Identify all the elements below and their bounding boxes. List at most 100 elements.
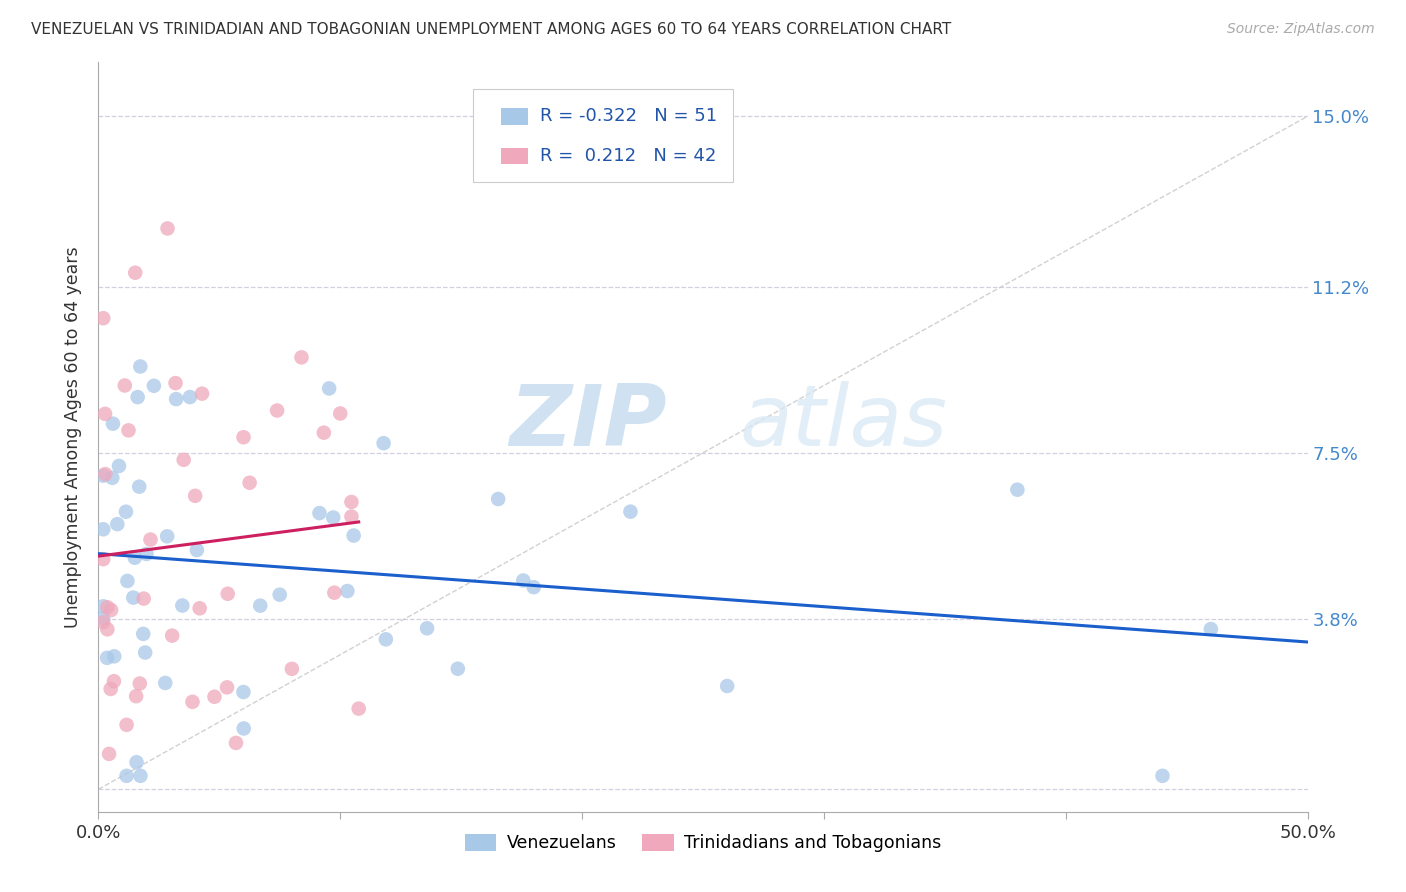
Point [156,221,179,235]
Legend: Venezuelans, Trinidadians and Tobagonians: Venezuelans, Trinidadians and Tobagonian… [458,827,948,859]
Point [523,580,546,594]
Point [181,695,204,709]
Point [96,651,118,665]
Point [281,662,304,676]
FancyBboxPatch shape [501,148,527,164]
Point [232,722,254,736]
Point [716,679,738,693]
Point [98,747,121,761]
FancyBboxPatch shape [501,108,527,125]
Point [172,599,194,613]
Point [1007,483,1029,497]
Point [343,528,366,542]
Point [249,599,271,613]
Text: R = -0.322   N = 51: R = -0.322 N = 51 [540,107,717,126]
Point [91,599,114,614]
Point [96,600,118,615]
Point [108,458,131,473]
Point [117,423,139,437]
Point [217,587,239,601]
Point [186,543,208,558]
Point [128,480,150,494]
Point [94,407,117,421]
Y-axis label: Unemployment Among Ages 60 to 64 years: Unemployment Among Ages 60 to 64 years [65,246,83,628]
Text: ZIP: ZIP [509,381,666,464]
Point [225,736,247,750]
Point [619,505,641,519]
Point [124,550,146,565]
Point [322,510,344,524]
Point [117,574,139,588]
Point [340,495,363,509]
Point [155,676,177,690]
Point [91,615,114,630]
Point [91,468,114,483]
Text: R =  0.212   N = 42: R = 0.212 N = 42 [540,147,716,165]
Point [101,417,124,431]
Point [100,603,122,617]
Point [204,690,226,704]
Point [125,689,148,703]
Point [101,471,124,485]
Text: VENEZUELAN VS TRINIDADIAN AND TOBAGONIAN UNEMPLOYMENT AMONG AGES 60 TO 64 YEARS : VENEZUELAN VS TRINIDADIAN AND TOBAGONIAN… [31,22,952,37]
Point [215,681,238,695]
Point [91,552,114,566]
Point [91,612,114,626]
Point [114,378,136,392]
Point [94,467,117,482]
Text: atlas: atlas [740,381,948,464]
Point [115,718,138,732]
Point [191,386,214,401]
Point [156,529,179,543]
Point [173,452,195,467]
Point [127,390,149,404]
Point [447,662,470,676]
Point [129,359,152,374]
Point [165,392,187,406]
FancyBboxPatch shape [474,88,734,182]
Point [374,632,396,647]
Point [128,676,150,690]
Point [329,407,352,421]
Point [318,381,340,395]
Point [115,505,138,519]
Point [135,547,157,561]
Point [179,390,201,404]
Point [100,681,122,696]
Point [232,430,254,444]
Point [347,701,370,715]
Point [184,489,207,503]
Point [124,266,146,280]
Point [96,623,118,637]
Point [132,627,155,641]
Point [142,378,165,392]
Point [269,588,291,602]
Point [103,674,125,689]
Point [125,756,148,770]
Point [188,601,211,615]
Point [232,685,254,699]
Point [486,491,509,506]
Point [139,533,162,547]
Text: Source: ZipAtlas.com: Source: ZipAtlas.com [1227,22,1375,37]
Point [160,629,183,643]
Point [373,436,395,450]
Point [132,591,155,606]
Point [134,646,156,660]
Point [1152,769,1174,783]
Point [312,425,335,440]
Point [340,509,363,524]
Point [129,769,152,783]
Point [239,475,262,490]
Point [105,517,128,532]
Point [308,506,330,520]
Point [290,351,312,365]
Point [165,376,187,390]
Point [103,649,125,664]
Point [416,621,439,635]
Point [91,311,114,326]
Point [115,769,138,783]
Point [266,403,288,417]
Point [91,522,114,536]
Point [323,585,346,599]
